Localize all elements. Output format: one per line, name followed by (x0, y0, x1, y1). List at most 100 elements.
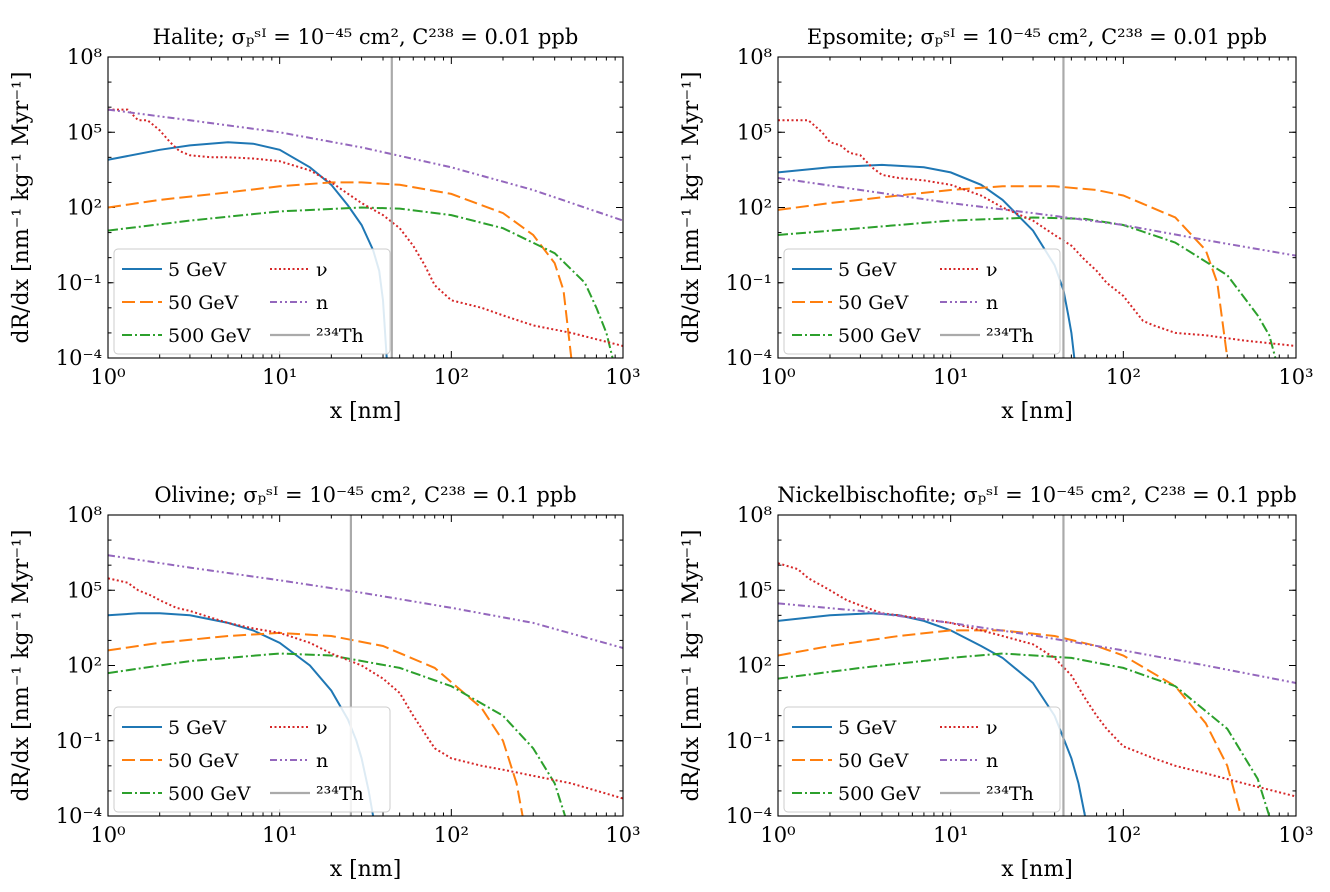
chart-title: Olivine; σₚˢᴵ = 10⁻⁴⁵ cm², C²³⁸ = 0.1 pp… (154, 483, 576, 507)
legend-label: n (316, 292, 328, 314)
legend-box (113, 706, 391, 813)
chart-title: Nickelbischofite; σₚˢᴵ = 10⁻⁴⁵ cm², C²³⁸… (777, 483, 1297, 507)
y-tick-label: 10⁸ (67, 45, 102, 69)
plot-area (778, 57, 1296, 358)
legend-label: 5 GeV (838, 717, 897, 739)
axes-frame (107, 514, 624, 817)
x-axis-label: x [nm] (1001, 857, 1073, 882)
x-tick-label: 10³ (605, 823, 640, 847)
y-tick-label: 10² (67, 196, 102, 220)
y-tick-label: 10⁻¹ (726, 271, 772, 295)
y-axis-label: dR/dx [nm⁻¹ kg⁻¹ Myr⁻¹] (9, 72, 34, 344)
plot-area (108, 57, 623, 358)
chart-title: Epsomite; σₚˢᴵ = 10⁻⁴⁵ cm², C²³⁸ = 0.01 … (807, 25, 1267, 49)
y-tick-label: 10⁻¹ (56, 271, 102, 295)
legend-label: 500 GeV (838, 783, 921, 805)
series-line (778, 562, 1296, 798)
series-line (778, 216, 1277, 358)
series-line (108, 652, 567, 816)
series-line (778, 185, 1229, 358)
x-axis-label: x [nm] (330, 399, 402, 424)
legend-label: 500 GeV (838, 325, 921, 347)
x-tick-label: 10² (1106, 823, 1141, 847)
y-tick-label: 10⁻⁴ (726, 346, 772, 370)
legend-label: 50 GeV (168, 750, 239, 772)
y-tick-label: 10⁵ (67, 578, 102, 602)
y-tick-label: 10⁵ (737, 120, 772, 144)
y-tick-label: 10⁵ (737, 578, 772, 602)
axes-frame (777, 514, 1297, 817)
plot-area (778, 515, 1296, 816)
y-tick-label: 10⁸ (737, 45, 772, 69)
legend-label: 500 GeV (168, 325, 251, 347)
series-line (778, 602, 1296, 684)
series-line (778, 629, 1242, 816)
x-tick-label: 10⁰ (90, 823, 125, 847)
x-tick-label: 10³ (1278, 823, 1313, 847)
legend-label: ²³⁴Th (316, 783, 364, 805)
legend-label: ν (316, 717, 328, 739)
y-tick-label: 10⁻⁴ (56, 804, 102, 828)
series-line (778, 119, 1296, 347)
legend-label: 5 GeV (168, 717, 227, 739)
y-tick-label: 10² (737, 654, 772, 678)
series-line (108, 554, 623, 649)
y-axis-label: dR/dx [nm⁻¹ kg⁻¹ Myr⁻¹] (679, 530, 704, 802)
series-line (778, 612, 1086, 816)
x-axis-label: x [nm] (1001, 399, 1073, 424)
y-tick-label: 10⁻¹ (56, 729, 102, 753)
legend-box (783, 706, 1061, 813)
x-tick-label: 10² (434, 365, 469, 389)
legend-label: ²³⁴Th (986, 325, 1034, 347)
legend-label: 50 GeV (168, 292, 239, 314)
chart-panel: Nickelbischofite; σₚˢᴵ = 10⁻⁴⁵ cm², C²³⁸… (679, 483, 1314, 882)
legend-label: ν (986, 259, 998, 281)
legend-label: 50 GeV (838, 292, 909, 314)
y-tick-label: 10⁸ (737, 503, 772, 527)
y-tick-label: 10² (67, 654, 102, 678)
chart-panel: Epsomite; σₚˢᴵ = 10⁻⁴⁵ cm², C²³⁸ = 0.01 … (679, 25, 1314, 424)
axes-frame (777, 56, 1297, 359)
x-tick-label: 10⁰ (760, 823, 795, 847)
y-tick-label: 10⁻¹ (726, 729, 772, 753)
legend-label: ²³⁴Th (316, 325, 364, 347)
chart-panel: Olivine; σₚˢᴵ = 10⁻⁴⁵ cm², C²³⁸ = 0.1 pp… (9, 483, 641, 882)
series-line (108, 631, 524, 816)
series-line (108, 108, 623, 222)
legend: 5 GeV 50 GeV 500 GeV νn ²³⁴Th (783, 248, 1061, 355)
legend: 5 GeV 50 GeV 500 GeV νn ²³⁴Th (113, 706, 391, 813)
x-tick-label: 10³ (605, 365, 640, 389)
legend-label: n (986, 750, 998, 772)
legend-box (113, 248, 391, 355)
x-tick-label: 10¹ (262, 823, 297, 847)
x-tick-label: 10¹ (262, 365, 297, 389)
legend: 5 GeV 50 GeV 500 GeV νn ²³⁴Th (783, 706, 1061, 813)
legend-label: ν (316, 259, 328, 281)
y-axis-label: dR/dx [nm⁻¹ kg⁻¹ Myr⁻¹] (9, 530, 34, 802)
y-tick-label: 10⁸ (67, 503, 102, 527)
x-axis-label: x [nm] (330, 857, 402, 882)
legend-label: ν (986, 717, 998, 739)
y-tick-label: 10⁵ (67, 120, 102, 144)
x-tick-label: 10⁰ (90, 365, 125, 389)
y-tick-label: 10⁻⁴ (726, 804, 772, 828)
y-axis-label: dR/dx [nm⁻¹ kg⁻¹ Myr⁻¹] (679, 72, 704, 344)
x-tick-label: 10² (1106, 365, 1141, 389)
x-tick-label: 10¹ (933, 823, 968, 847)
x-tick-label: 10² (434, 823, 469, 847)
chart-panel: Halite; σₚˢᴵ = 10⁻⁴⁵ cm², C²³⁸ = 0.01 pp… (9, 25, 641, 424)
y-tick-label: 10² (737, 196, 772, 220)
series-line (778, 177, 1296, 257)
legend-label: 5 GeV (838, 259, 897, 281)
axes-frame (107, 56, 624, 359)
legend: 5 GeV 50 GeV 500 GeV νn ²³⁴Th (113, 248, 391, 355)
y-tick-label: 10⁻⁴ (56, 346, 102, 370)
series-line (108, 206, 614, 358)
series-line (108, 181, 573, 358)
legend-label: 50 GeV (838, 750, 909, 772)
legend-label: n (316, 750, 328, 772)
x-tick-label: 10⁰ (760, 365, 795, 389)
legend-box (783, 248, 1061, 355)
series-line (778, 163, 1076, 358)
